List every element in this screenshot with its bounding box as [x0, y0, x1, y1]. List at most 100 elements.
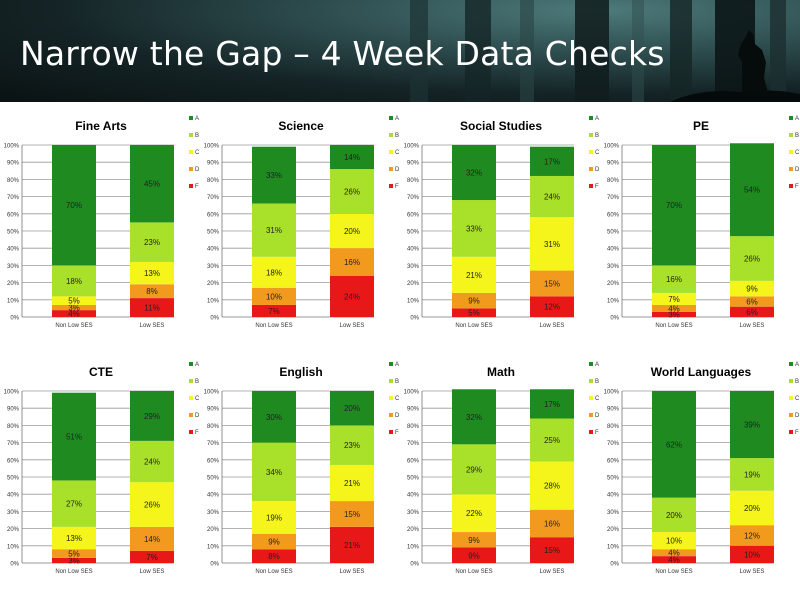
y-tick-label: 30% — [7, 510, 20, 516]
y-tick-label: 20% — [607, 527, 620, 533]
x-tick-label: Non Low SES — [455, 323, 492, 329]
bar-segment-a — [652, 145, 696, 266]
data-label: 20% — [344, 227, 360, 236]
legend-swatch-b — [789, 379, 793, 383]
data-label: 15% — [344, 510, 360, 519]
bar-segment-a — [330, 391, 374, 426]
y-tick-label: 0% — [410, 562, 419, 568]
data-label: 27% — [66, 500, 82, 509]
data-label: 5% — [68, 297, 80, 306]
data-label: 24% — [144, 458, 160, 467]
y-tick-label: 30% — [207, 264, 220, 270]
x-tick-label: Low SES — [740, 323, 765, 329]
x-tick-label: Low SES — [140, 323, 165, 329]
y-tick-label: 10% — [407, 298, 420, 304]
y-tick-label: 10% — [207, 544, 220, 550]
y-tick-label: 0% — [10, 316, 19, 322]
data-label: 17% — [544, 400, 560, 409]
bar-segment-f — [252, 304, 296, 317]
legend-swatch-a — [789, 362, 793, 366]
y-tick-label: 20% — [7, 281, 20, 287]
legend-swatch-a — [589, 116, 593, 120]
bar-segment-f — [652, 311, 696, 317]
y-tick-label: 100% — [4, 390, 20, 396]
x-tick-label: Low SES — [340, 569, 365, 575]
y-tick-label: 20% — [207, 527, 220, 533]
forest-wolf-image — [410, 0, 800, 102]
x-tick-label: Non Low SES — [255, 569, 292, 575]
data-label: 32% — [466, 169, 482, 178]
bar-segment-f — [252, 549, 296, 563]
data-label: 3% — [68, 556, 80, 565]
data-label: 14% — [144, 535, 160, 544]
bar-segment-d — [330, 501, 374, 527]
legend-swatch-f — [789, 430, 793, 434]
data-label: 7% — [268, 307, 280, 316]
data-label: 3% — [668, 310, 680, 319]
data-label: 15% — [544, 546, 560, 555]
legend-label-c: C — [595, 150, 600, 156]
bar-segment-a — [530, 389, 574, 419]
data-label: 26% — [744, 255, 760, 264]
y-tick-label: 20% — [207, 281, 220, 287]
y-tick-label: 40% — [7, 493, 20, 499]
chart-panel: Fine Arts 0% 10% 20% 30% 40% 50% 60% 70% 80% 90% 10… — [4, 116, 200, 329]
bar-segment-a — [730, 143, 774, 237]
chart-title-math: Math — [487, 365, 515, 379]
data-label: 16% — [344, 258, 360, 267]
legend-swatch-c — [789, 396, 793, 400]
x-tick-label: Non Low SES — [455, 569, 492, 575]
data-label: 39% — [744, 421, 760, 430]
bar-segment-b — [530, 418, 574, 462]
legend-swatch-b — [589, 133, 593, 137]
legend-label-b: B — [795, 379, 799, 385]
data-label: 4% — [668, 304, 680, 313]
data-label: 10% — [666, 537, 682, 546]
bar-segment-d — [652, 304, 696, 312]
legend-swatch-a — [589, 362, 593, 366]
y-tick-label: 0% — [210, 316, 219, 322]
y-tick-label: 10% — [607, 298, 620, 304]
bar-segment-c — [652, 532, 696, 550]
y-tick-label: 70% — [607, 441, 620, 447]
y-tick-label: 30% — [607, 510, 620, 516]
y-tick-label: 70% — [207, 441, 220, 447]
y-tick-label: 80% — [407, 178, 420, 184]
bar-segment-a — [130, 145, 174, 223]
legend-label-f: F — [795, 184, 799, 190]
data-label: 45% — [144, 180, 160, 189]
y-tick-label: 10% — [7, 544, 20, 550]
bar-segment-c — [130, 482, 174, 527]
data-label: 23% — [144, 238, 160, 247]
data-label: 31% — [544, 240, 560, 249]
bar-segment-c — [330, 464, 374, 502]
legend-label-a: A — [195, 116, 199, 122]
bar-segment-d — [330, 248, 374, 276]
bar-segment-d — [52, 304, 96, 311]
data-label: 7% — [146, 553, 158, 562]
legend-label-c: C — [795, 150, 800, 156]
bar-segment-a — [730, 391, 774, 459]
data-label: 18% — [66, 277, 82, 286]
bar-segment-d — [652, 549, 696, 557]
legend-label-d: D — [795, 413, 800, 419]
bar-segment-b — [730, 458, 774, 491]
data-label: 70% — [666, 201, 682, 210]
bar-segment-f — [52, 310, 96, 317]
y-tick-label: 20% — [407, 527, 420, 533]
bar-segment-d — [252, 287, 296, 305]
chart-panel: Social Studies 0% 10% 20% 30% 40% 50% 60% 70% 80%… — [404, 116, 600, 329]
legend-label-d: D — [595, 413, 600, 419]
legend-swatch-f — [389, 430, 393, 434]
y-tick-label: 40% — [207, 247, 220, 253]
data-label: 26% — [344, 187, 360, 196]
data-label: 22% — [466, 509, 482, 518]
legend-label-b: B — [395, 379, 399, 385]
bar-segment-d — [130, 284, 174, 299]
bar-segment-c — [52, 526, 96, 550]
y-tick-label: 60% — [207, 458, 220, 464]
legend-label-c: C — [395, 150, 400, 156]
legend-swatch-c — [189, 150, 193, 154]
y-tick-label: 40% — [607, 247, 620, 253]
y-tick-label: 50% — [7, 476, 20, 482]
